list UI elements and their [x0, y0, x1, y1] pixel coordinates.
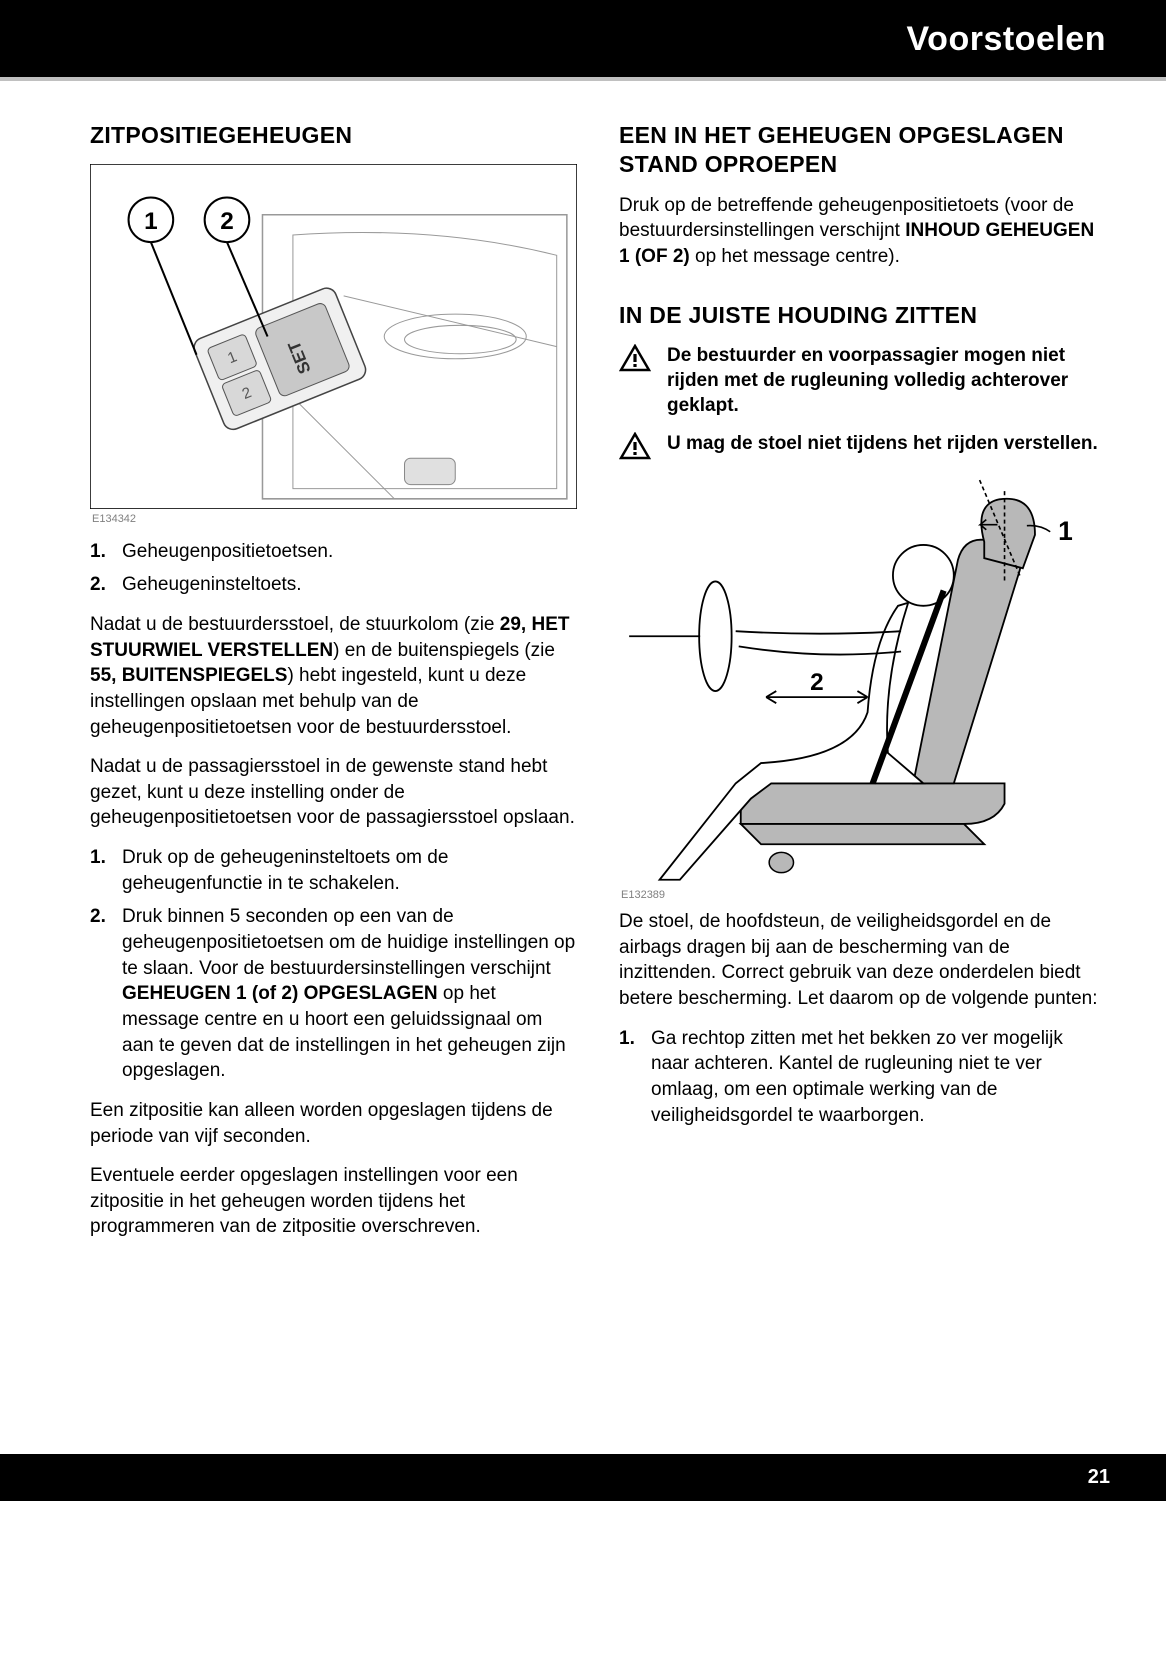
- page-title: Voorstoelen: [907, 20, 1106, 58]
- page-footer: 21: [0, 1454, 1166, 1501]
- list-item: 1. Ga rechtop zitten met het bekken zo v…: [619, 1026, 1106, 1129]
- section-heading-zitpositie: ZITPOSITIEGEHEUGEN: [90, 121, 577, 150]
- paragraph: Een zitpositie kan alleen worden opgesla…: [90, 1098, 577, 1149]
- paragraph: Nadat u de bestuurdersstoel, de stuurkol…: [90, 612, 577, 740]
- warning-text: De bestuurder en voorpassagier mogen nie…: [667, 344, 1106, 418]
- seating-position-illustration: 1 2: [619, 479, 1106, 885]
- list-button-legend: 1. Geheugenpositietoetsen. 2. Geheugenin…: [90, 539, 577, 598]
- list-num: 2.: [90, 572, 122, 598]
- list-item: 1. Geheugenpositietoetsen.: [90, 539, 577, 565]
- list-item: 2. Geheugeninsteltoets.: [90, 572, 577, 598]
- figure-seating-position: 1 2 E132389: [619, 479, 1106, 901]
- figure-code-1: E134342: [92, 513, 577, 525]
- svg-text:2: 2: [220, 208, 234, 235]
- section-heading-houding: IN DE JUISTE HOUDING ZITTEN: [619, 301, 1106, 330]
- list-num: 1.: [619, 1026, 651, 1129]
- list-text: Ga rechtop zitten met het bekken zo ver …: [651, 1026, 1106, 1129]
- section-heading-oproepen: EEN IN HET GEHEUGEN OPGESLAGEN STAND OPR…: [619, 121, 1106, 179]
- list-text: Druk binnen 5 seconden op een van de geh…: [122, 904, 577, 1083]
- list-text: Druk op de geheugeninsteltoets om de geh…: [122, 845, 577, 896]
- figure-memory-buttons: 1 2 SET 1 2 E134342: [90, 164, 577, 525]
- list-posture: 1. Ga rechtop zitten met het bekken zo v…: [619, 1026, 1106, 1129]
- list-num: 1.: [90, 539, 122, 565]
- page-header: Voorstoelen: [0, 0, 1166, 77]
- content-area: ZITPOSITIEGEHEUGEN 1 2: [0, 81, 1166, 1254]
- list-text: Geheugeninsteltoets.: [122, 572, 302, 598]
- right-column: EEN IN HET GEHEUGEN OPGESLAGEN STAND OPR…: [619, 121, 1106, 1254]
- page-number: 21: [1088, 1466, 1110, 1488]
- svg-text:1: 1: [1058, 516, 1073, 546]
- list-item: 1. Druk op de geheugeninsteltoets om de …: [90, 845, 577, 896]
- left-column: ZITPOSITIEGEHEUGEN 1 2: [90, 121, 577, 1254]
- list-num: 2.: [90, 904, 122, 1083]
- list-procedure: 1. Druk op de geheugeninsteltoets om de …: [90, 845, 577, 1084]
- warning-icon: [619, 432, 651, 465]
- list-item: 2. Druk binnen 5 seconden op een van de …: [90, 904, 577, 1083]
- warning-block: U mag de stoel niet tijdens het rijden v…: [619, 432, 1106, 465]
- warning-block: De bestuurder en voorpassagier mogen nie…: [619, 344, 1106, 418]
- paragraph: De stoel, de hoofdsteun, de veiligheidsg…: [619, 909, 1106, 1012]
- paragraph: Nadat u de passagiersstoel in de gewenst…: [90, 754, 577, 831]
- svg-text:2: 2: [810, 669, 824, 696]
- warning-icon: [619, 344, 651, 418]
- figure-code-2: E132389: [621, 889, 1106, 901]
- paragraph: Druk op de betreffende geheugenpositieto…: [619, 193, 1106, 270]
- memory-buttons-illustration: 1 2 SET 1 2: [90, 164, 577, 509]
- svg-text:1: 1: [144, 208, 158, 235]
- paragraph: Eventuele eerder opgeslagen instellingen…: [90, 1163, 577, 1240]
- warning-text: U mag de stoel niet tijdens het rijden v…: [667, 432, 1098, 465]
- list-num: 1.: [90, 845, 122, 896]
- list-text: Geheugenpositietoetsen.: [122, 539, 333, 565]
